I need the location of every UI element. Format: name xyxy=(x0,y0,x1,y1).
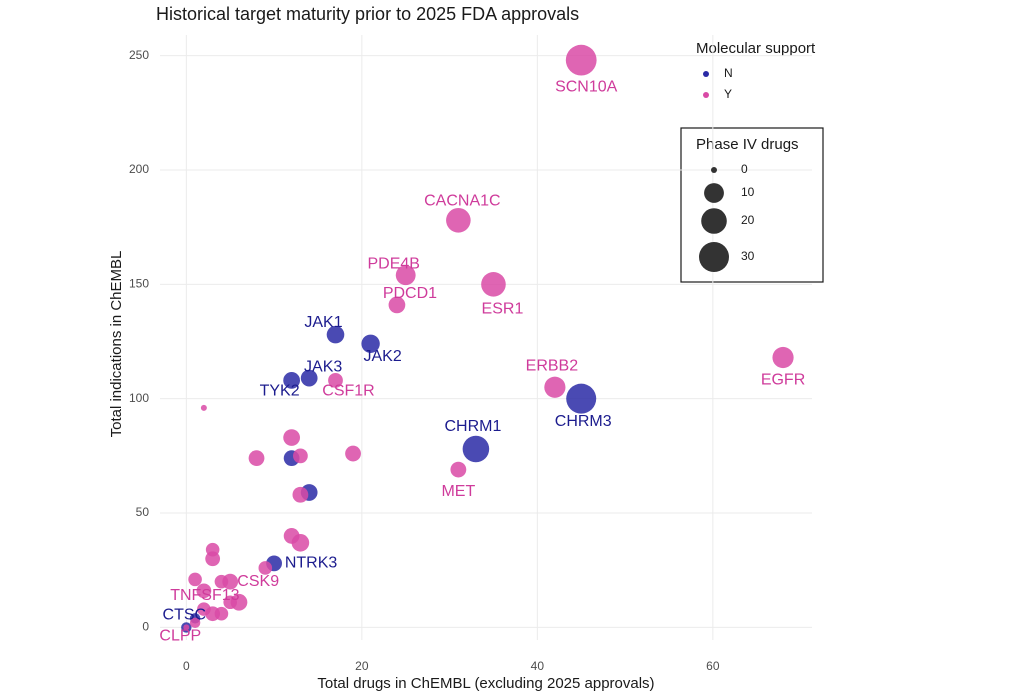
point-label: ESR1 xyxy=(482,301,524,318)
bubble xyxy=(283,372,300,389)
bubble xyxy=(462,435,490,463)
bubble xyxy=(388,296,406,314)
x-tick-label: 60 xyxy=(706,659,720,673)
legend-swatch xyxy=(703,92,709,98)
bubble xyxy=(481,272,506,297)
size-legend-title: Phase IV drugs xyxy=(696,136,799,153)
y-tick-label: 100 xyxy=(129,391,149,405)
y-axis-label: Total indications in ChEMBL xyxy=(108,251,125,438)
y-tick-label: 150 xyxy=(129,276,149,290)
bubble xyxy=(214,606,229,621)
legend-label: N xyxy=(724,66,733,80)
bubble xyxy=(772,346,794,369)
bubble xyxy=(200,404,207,411)
y-tick-label: 0 xyxy=(142,620,149,634)
point-label: JAK2 xyxy=(363,348,401,365)
bubble xyxy=(258,561,273,575)
bubble xyxy=(283,429,300,446)
bubble xyxy=(188,572,202,587)
point-label: MET xyxy=(441,483,475,500)
chart-title: Historical target maturity prior to 2025… xyxy=(156,4,579,24)
point-label: JAK3 xyxy=(304,358,342,375)
bubble xyxy=(197,602,211,616)
bubble xyxy=(395,265,416,286)
point-label: ERBB2 xyxy=(526,357,579,374)
point-label: PDCD1 xyxy=(383,285,437,302)
bubble xyxy=(544,376,566,398)
point-label: CLPP xyxy=(159,628,201,645)
y-tick-label: 200 xyxy=(129,162,149,176)
point-label: CSF1R xyxy=(322,383,374,400)
bubble xyxy=(223,595,237,610)
size-legend-label: 0 xyxy=(741,162,748,176)
point-label: CTSC xyxy=(163,607,207,624)
legend-swatch xyxy=(703,71,709,77)
size-legend-label: 20 xyxy=(741,213,755,227)
bubble xyxy=(565,44,597,76)
bubble xyxy=(328,373,343,388)
size-legend-swatch xyxy=(711,167,717,173)
x-axis-label: Total drugs in ChEMBL (excluding 2025 ap… xyxy=(317,675,654,692)
point-label: CACNA1C xyxy=(424,192,500,209)
bubble xyxy=(446,207,471,233)
bubble xyxy=(450,461,467,478)
bubble xyxy=(292,486,309,503)
bubble xyxy=(291,533,310,552)
x-tick-label: 40 xyxy=(531,659,545,673)
size-legend-label: 30 xyxy=(741,249,755,263)
y-tick-label: 250 xyxy=(129,48,149,62)
bubble xyxy=(214,574,229,589)
point-label: PDE4B xyxy=(367,255,419,272)
x-tick-label: 20 xyxy=(355,659,369,673)
point-label: TYK2 xyxy=(260,383,300,400)
point-label: NTRK3 xyxy=(285,555,338,572)
size-legend-swatch xyxy=(701,208,727,234)
size-legend-label: 10 xyxy=(741,185,755,199)
point-label: CHRM3 xyxy=(555,413,612,430)
bubble xyxy=(361,334,380,353)
bubble xyxy=(326,325,345,344)
point-label: CHRM1 xyxy=(444,418,501,435)
bubble xyxy=(183,624,190,631)
point-label: EGFR xyxy=(761,372,805,389)
bubble xyxy=(300,369,318,387)
point-label: CSK9 xyxy=(237,573,279,590)
bubble xyxy=(345,445,361,462)
bubble xyxy=(248,450,265,467)
bubble xyxy=(196,583,212,599)
bubble xyxy=(293,448,308,464)
x-tick-label: 0 xyxy=(183,659,190,673)
bubble xyxy=(566,383,597,414)
bubble xyxy=(205,551,221,567)
legend-label: Y xyxy=(724,87,732,101)
point-label: SCN10A xyxy=(555,78,618,95)
size-legend-swatch xyxy=(704,183,724,203)
point-label: JAK1 xyxy=(304,314,342,331)
size-legend-swatch xyxy=(699,242,729,272)
point-label: TNFSF13 xyxy=(170,587,239,604)
color-legend-title: Molecular support xyxy=(696,40,816,57)
bubble xyxy=(189,617,201,629)
y-tick-label: 50 xyxy=(136,505,150,519)
